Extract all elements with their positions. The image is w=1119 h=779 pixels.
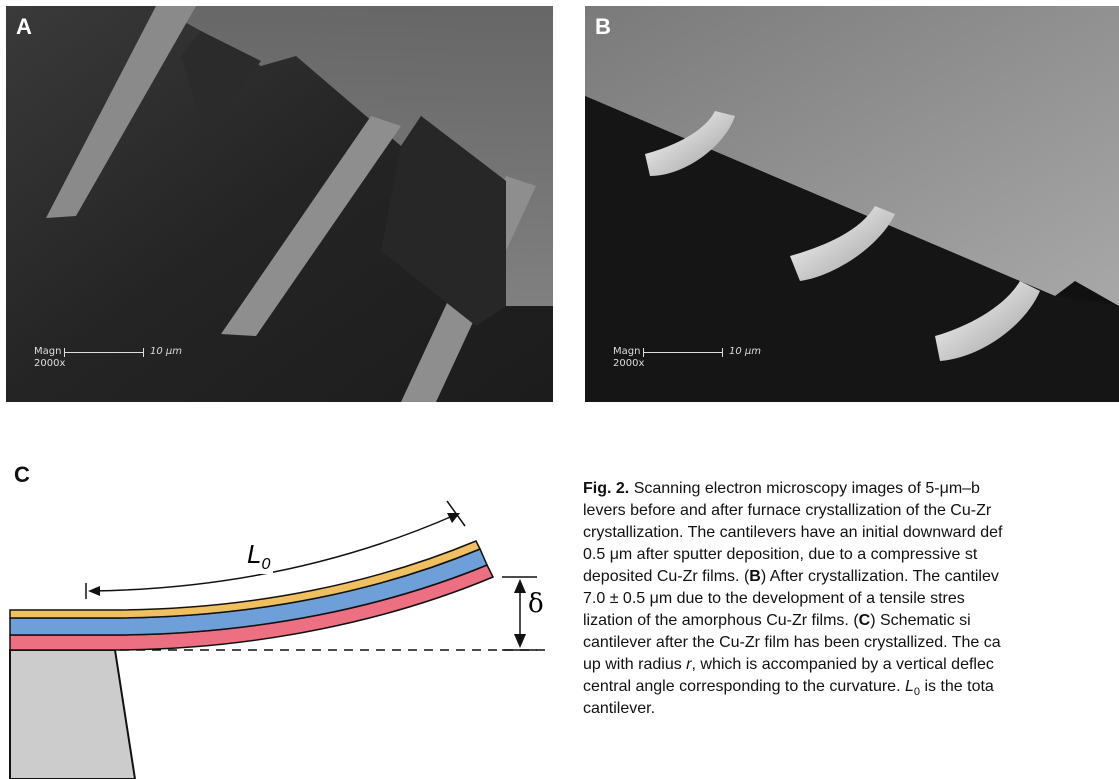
panel-c-letter: C bbox=[14, 462, 30, 487]
panel-a-scalebar: Magn 10 μm 2000x bbox=[34, 346, 182, 370]
gold-layer bbox=[9, 540, 482, 619]
figure-caption: Fig. 2. Scanning electron microscopy ima… bbox=[583, 478, 1119, 720]
panel-b-zoom: 2000x bbox=[613, 358, 645, 369]
panel-b-letter: B bbox=[595, 14, 611, 39]
panel-a-letter: A bbox=[16, 14, 32, 39]
substrate-support bbox=[9, 649, 137, 779]
panel-b-scale-line bbox=[643, 347, 723, 357]
caption-line-0: Fig. 2. Scanning electron microscopy ima… bbox=[583, 480, 980, 497]
caption-line-9: central angle corresponding to the curva… bbox=[583, 678, 994, 699]
caption-line-8: up with radius r, which is accompanied b… bbox=[583, 656, 994, 673]
caption-line-10: cantilever. bbox=[583, 700, 656, 717]
caption-line-2: crystallization. The cantilevers have an… bbox=[583, 524, 1003, 541]
deflection-arrow-top bbox=[514, 579, 526, 593]
panel-b-scale-label: 10 μm bbox=[729, 346, 762, 357]
panel-a-micrograph bbox=[6, 6, 553, 402]
caption-line-7: cantilever after the Cu-Zr film has been… bbox=[583, 634, 1001, 651]
panel-c-diagram bbox=[9, 500, 545, 779]
panel-c-schematic: L0 δ bbox=[0, 455, 575, 779]
panel-a-scale-line bbox=[64, 347, 144, 357]
panel-a-sem-image: A Magn 10 μm 2000x bbox=[6, 6, 553, 402]
length-arrow bbox=[91, 514, 456, 592]
panel-b-sem-image: B Magn 10 μm 2000x bbox=[585, 6, 1119, 402]
caption-line-6: lization of the amorphous Cu-Zr films. (… bbox=[583, 612, 971, 629]
panel-b-scalebar: Magn 10 μm 2000x bbox=[613, 346, 761, 370]
panel-b-magn: Magn bbox=[613, 346, 641, 357]
cantilever-1 bbox=[46, 6, 196, 218]
caption-line-5: 7.0 ± 0.5 μm due to the development of a… bbox=[583, 590, 965, 607]
panel-b-micrograph bbox=[585, 6, 1119, 402]
panel-a-magn: Magn bbox=[34, 346, 62, 357]
length-label: L0 bbox=[244, 539, 274, 575]
curled-cantilever-1 bbox=[645, 111, 735, 176]
cantilever-2 bbox=[221, 116, 401, 336]
caption-line-3: 0.5 μm after sputter deposition, due to … bbox=[583, 546, 978, 563]
deflection-arrow-bottom bbox=[514, 634, 526, 648]
panel-a-zoom: 2000x bbox=[34, 358, 66, 369]
caption-line-1: levers before and after furnace crystall… bbox=[583, 502, 992, 519]
caption-line-4: deposited Cu-Zr films. (B) After crystal… bbox=[583, 568, 999, 585]
panel-a-scale-label: 10 μm bbox=[150, 346, 183, 357]
deflection-label: δ bbox=[526, 589, 546, 619]
curled-cantilever-3 bbox=[935, 281, 1040, 361]
curled-cantilever-2 bbox=[790, 206, 895, 281]
